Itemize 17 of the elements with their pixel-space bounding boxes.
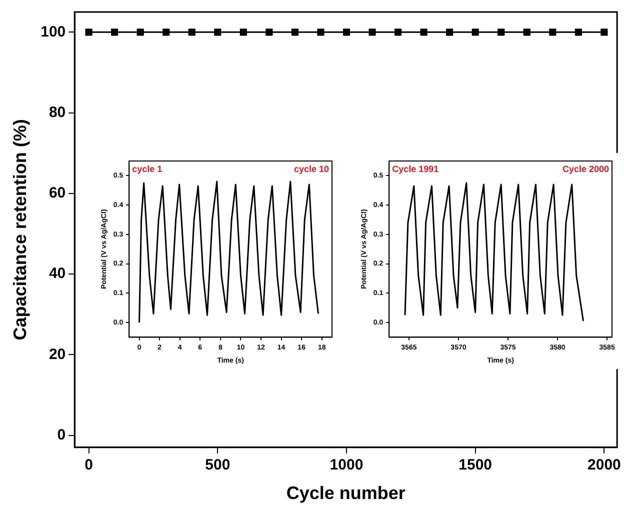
- x-tick-label: 1500: [458, 456, 492, 474]
- y-tick-label: 60: [48, 184, 66, 202]
- x-axis-title: Cycle number: [286, 483, 406, 504]
- x-tick-label: 0: [84, 456, 93, 474]
- y-tick-label: 40: [48, 265, 66, 282]
- y-tick-label: 20: [48, 346, 66, 363]
- y-tick-label: 80: [48, 104, 66, 121]
- y-tick-label: 0: [57, 426, 66, 444]
- annotation: Cycle 1991: [392, 164, 439, 174]
- x-tick-label: 500: [205, 456, 230, 474]
- x-tick-label: 2000: [588, 456, 621, 474]
- annotation: cycle 10: [294, 164, 329, 174]
- annotation: Cycle 2000: [562, 164, 609, 174]
- x-tick-label: 1000: [330, 456, 364, 474]
- y-tick-label: 100: [40, 23, 66, 40]
- y-axis-title: Capacitance retention (%): [10, 119, 30, 340]
- annotation: cycle 1: [132, 164, 162, 174]
